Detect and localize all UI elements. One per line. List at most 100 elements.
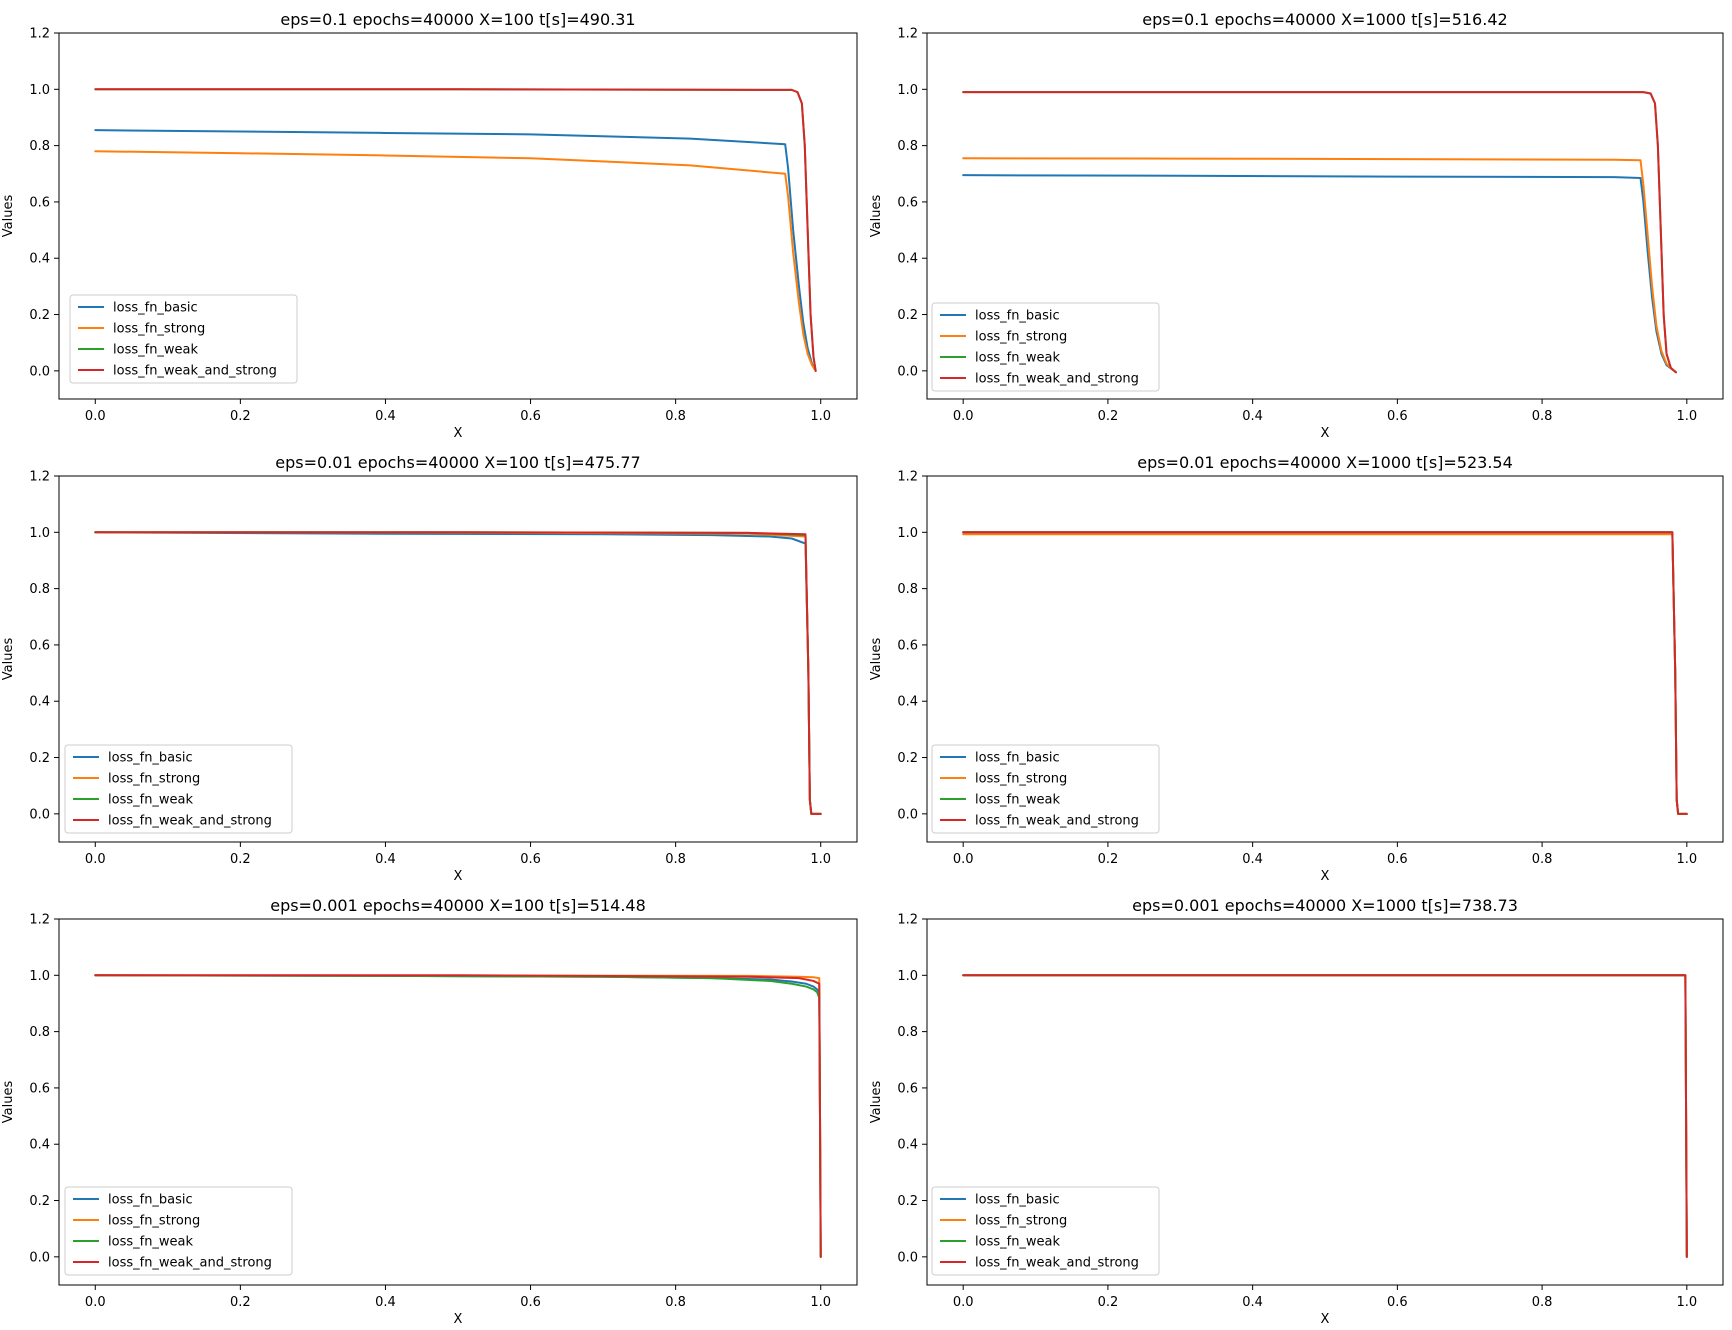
- y-tick-label: 0.6: [29, 1081, 50, 1096]
- chart-panel-1: eps=0.1 epochs=40000 X=100 t[s]=490.31 0.…: [1, 10, 858, 441]
- y-tick-label: 1.2: [29, 470, 50, 485]
- y-tick-label: 1.2: [897, 470, 918, 485]
- x-tick-label: 0.2: [1098, 409, 1119, 424]
- x-tick-label: 0.0: [85, 852, 106, 867]
- legend-box: [931, 1186, 1160, 1276]
- x-axis-label: X: [454, 1312, 463, 1327]
- x-axis-label: X: [1321, 1312, 1330, 1327]
- chart-title: eps=0.1 epochs=40000 X=100 t[s]=490.31: [280, 10, 635, 29]
- series-lines: [962, 91, 1677, 374]
- x-tick-label: 0.2: [230, 1295, 251, 1310]
- x-tick-label: 0.8: [665, 852, 686, 867]
- x-tick-label: 0.6: [1387, 852, 1408, 867]
- y-tick-label: 0.6: [897, 1081, 918, 1096]
- y-tick-label: 1.0: [897, 83, 918, 98]
- y-tick-label: 0.8: [897, 582, 918, 597]
- legend-label: loss_fn_basic: [975, 1193, 1060, 1208]
- chart-panel-5: eps=0.001 epochs=40000 X=100 t[s]=514.48…: [1, 896, 858, 1327]
- y-axis-label: Values: [1, 638, 16, 681]
- legend-label: loss_fn_weak_and_strong: [975, 372, 1139, 387]
- y-tick-label: 1.0: [897, 526, 918, 541]
- x-tick-label: 1.0: [810, 409, 831, 424]
- x-axis-label: X: [454, 869, 463, 884]
- y-tick-label: 1.2: [29, 27, 50, 42]
- x-tick-label: 1.0: [810, 1295, 831, 1310]
- series-line-loss_fn_basic: [962, 174, 1677, 374]
- series-line-loss_fn_weak_and_strong: [94, 88, 817, 372]
- x-tick-label: 1.0: [1676, 1295, 1697, 1310]
- x-tick-label: 0.4: [1242, 409, 1263, 424]
- y-axis-label: Values: [1, 1081, 16, 1124]
- y-tick-label: 0.8: [29, 1025, 50, 1040]
- legend-label: loss_fn_weak_and_strong: [108, 814, 272, 829]
- x-tick-label: 0.2: [230, 852, 251, 867]
- y-tick-label: 0.0: [29, 807, 50, 822]
- series-line-loss_fn_weak_and_strong: [94, 531, 822, 815]
- legend-label: loss_fn_weak_and_strong: [975, 1256, 1139, 1271]
- legend-label: loss_fn_weak: [108, 1235, 194, 1250]
- legend-label: loss_fn_weak_and_strong: [108, 1256, 272, 1271]
- y-axis-label: Values: [869, 638, 884, 681]
- y-tick-label: 0.2: [897, 751, 918, 766]
- x-tick-label: 1.0: [810, 852, 831, 867]
- chart-panel-2: eps=0.1 epochs=40000 X=1000 t[s]=516.42 0…: [869, 10, 1724, 441]
- x-tick-label: 0.0: [85, 409, 106, 424]
- legend-box: [931, 744, 1160, 834]
- x-tick-label: 0.0: [953, 409, 974, 424]
- legend: loss_fn_basic loss_fn_strong loss_fn_weakl…: [931, 1186, 1160, 1276]
- x-tick-label: 0.2: [230, 409, 251, 424]
- x-tick-label: 0.8: [665, 1295, 686, 1310]
- legend-box: [64, 1186, 293, 1276]
- chart-panel-3: eps=0.01 epochs=40000 X=100 t[s]=475.77 0…: [1, 453, 858, 884]
- x-tick-label: 0.4: [375, 409, 396, 424]
- x-tick-label: 0.4: [375, 1295, 396, 1310]
- x-tick-label: 0.0: [85, 1295, 106, 1310]
- y-tick-label: 0.8: [897, 139, 918, 154]
- y-tick-label: 0.0: [897, 364, 918, 379]
- y-tick-label: 0.4: [29, 1138, 50, 1153]
- y-tick-label: 0.4: [897, 252, 918, 267]
- y-axis-label: Values: [869, 1081, 884, 1124]
- x-tick-label: 0.0: [953, 1295, 974, 1310]
- legend: loss_fn_basic loss_fn_strong loss_fn_weakl…: [69, 294, 298, 384]
- series-line-loss_fn_strong: [94, 150, 817, 372]
- x-tick-label: 0.6: [520, 852, 541, 867]
- series-lines: [962, 531, 1688, 815]
- legend-label: loss_fn_strong: [975, 1214, 1067, 1229]
- y-tick-label: 0.2: [29, 751, 50, 766]
- legend-box: [931, 302, 1160, 392]
- y-tick-label: 0.2: [897, 1194, 918, 1209]
- series-line-loss_fn_basic: [94, 129, 817, 372]
- y-tick-label: 1.2: [29, 913, 50, 928]
- legend-label: loss_fn_weak: [975, 351, 1061, 366]
- series-line-loss_fn_weak_and_strong: [962, 91, 1677, 374]
- x-tick-label: 1.0: [1676, 409, 1697, 424]
- chart-title: eps=0.01 epochs=40000 X=1000 t[s]=523.54: [1137, 453, 1513, 472]
- y-tick-label: 0.6: [29, 638, 50, 653]
- series-lines: [962, 974, 1688, 1258]
- legend-label: loss_fn_strong: [108, 1214, 200, 1229]
- legend-label: loss_fn_basic: [113, 301, 198, 316]
- y-tick-label: 0.8: [29, 139, 50, 154]
- y-tick-label: 1.0: [29, 83, 50, 98]
- y-tick-label: 0.2: [29, 1194, 50, 1209]
- legend-box: [64, 744, 293, 834]
- series-lines: [94, 974, 822, 1258]
- legend: loss_fn_basic loss_fn_strong loss_fn_weakl…: [64, 1186, 293, 1276]
- y-tick-label: 1.0: [29, 526, 50, 541]
- x-axis-label: X: [1321, 869, 1330, 884]
- y-tick-label: 0.4: [897, 695, 918, 710]
- series-lines: [94, 88, 817, 372]
- plot-area: [926, 918, 1724, 1286]
- y-tick-label: 0.6: [897, 638, 918, 653]
- series-line-loss_fn_weak_and_strong: [94, 974, 822, 1258]
- chart-title: eps=0.001 epochs=40000 X=1000 t[s]=738.7…: [1132, 896, 1518, 915]
- legend-label: loss_fn_strong: [108, 772, 200, 787]
- chart-title: eps=0.001 epochs=40000 X=100 t[s]=514.48: [270, 896, 646, 915]
- chart-panel-6: eps=0.001 epochs=40000 X=1000 t[s]=738.7…: [869, 896, 1724, 1327]
- y-tick-label: 0.0: [897, 1250, 918, 1265]
- x-tick-label: 0.8: [1532, 1295, 1553, 1310]
- y-tick-label: 0.0: [29, 364, 50, 379]
- legend-label: loss_fn_weak_and_strong: [113, 364, 277, 379]
